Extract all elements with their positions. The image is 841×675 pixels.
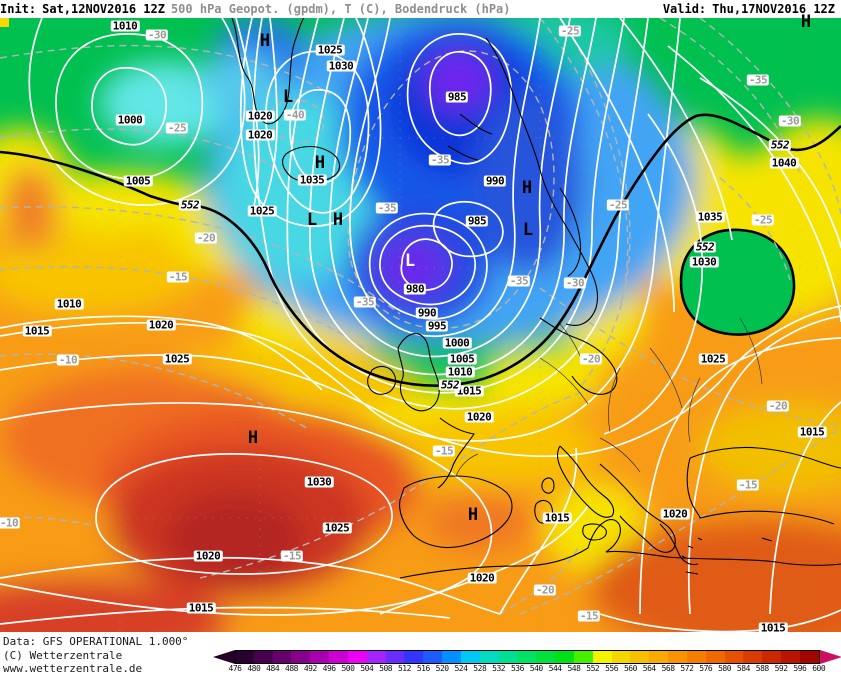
colorbar-tick-label: 476 (228, 664, 242, 673)
colorbar-cell (611, 650, 632, 664)
colorbar-cell (536, 650, 557, 664)
title-bar: Init: Sat,12NOV2016 12Z 500 hPa Geopot. … (0, 0, 841, 18)
data-source-line: Data: GFS OPERATIONAL 1.000° (3, 635, 189, 648)
init-label: Init: (0, 2, 37, 16)
colorbar-cell (347, 650, 368, 664)
colorbar-tick-label: 548 (567, 664, 581, 673)
colorbar-cell (310, 650, 331, 664)
colorbar-tick-label: 492 (303, 664, 317, 673)
colorbar-right-arrow (819, 650, 841, 664)
colorbar-tick-label: 508 (379, 664, 393, 673)
colorbar-tick-label: 552 (586, 664, 600, 673)
colorbar-cell (799, 650, 820, 664)
colorbar-cell (460, 650, 481, 664)
colorbar-tick-label: 540 (529, 664, 543, 673)
colorbar-tick-label: 568 (661, 664, 675, 673)
colorbar-tick-label: 576 (699, 664, 713, 673)
colorbar-cell (291, 650, 312, 664)
colorbar-tick-label: 500 (341, 664, 355, 673)
colorbar-tick-label: 532 (492, 664, 506, 673)
colorbar-tick-label: 536 (510, 664, 524, 673)
colorbar-tick-label: 504 (360, 664, 374, 673)
colorbar-cell (404, 650, 425, 664)
colorbar-tick-label: 560 (623, 664, 637, 673)
geopotential-552-closed-cell (679, 228, 796, 336)
colorbar-tick-label: 572 (680, 664, 694, 673)
weather-map (0, 18, 841, 633)
colorbar-tick-label: 516 (416, 664, 430, 673)
colorbar-cell (762, 650, 783, 664)
colorbar-tick-label: 592 (774, 664, 788, 673)
colorbar-tick-label: 484 (266, 664, 280, 673)
colorbar-cell (743, 650, 764, 664)
colorbar: 476 480 484 488 492 496 500 504 508 512 516 520 524 5… (212, 650, 841, 675)
valid-datetime: Thu,17NOV2016 12Z (712, 2, 835, 16)
colorbar-tick-label: 596 (793, 664, 807, 673)
colorbar-cell (705, 650, 726, 664)
colorbar-tick-label: 480 (247, 664, 261, 673)
colorbar-tick-label: 580 (718, 664, 732, 673)
graticule (0, 18, 841, 632)
colorbar-cell (686, 650, 707, 664)
colorbar-tick-label: 600 (812, 664, 826, 673)
colorbar-tick-label: 528 (473, 664, 487, 673)
chart-subtitle: 500 hPa Geopot. (gpdm), T (C), Bodendruc… (170, 2, 511, 16)
colorbar-cell (235, 650, 256, 664)
colorbar-tick-label: 588 (755, 664, 769, 673)
colorbar-cell (630, 650, 651, 664)
colorbar-cell (442, 650, 462, 664)
colorbar-cell (724, 650, 745, 664)
website-line: www.wetterzentrale.de (3, 662, 143, 675)
colorbar-tick-label: 496 (322, 664, 336, 673)
colorbar-tick-label: 488 (285, 664, 298, 673)
colorbar-tick-label: 584 (736, 664, 750, 673)
colorbar-cell (366, 650, 387, 664)
colorbar-cell (253, 650, 274, 664)
colorbar-cell (479, 650, 500, 664)
colorbar-cell (555, 650, 575, 664)
colorbar-tick-label: 512 (397, 664, 411, 673)
colorbar-left-arrow (213, 650, 235, 664)
colorbar-cell (517, 650, 538, 664)
colorbar-cell (781, 650, 801, 664)
colorbar-tick-label: 556 (605, 664, 619, 673)
colorbar-cell (668, 650, 688, 664)
colorbar-cell (592, 650, 613, 664)
colorbar-cell (649, 650, 670, 664)
init-datetime: Sat,12NOV2016 12Z (42, 2, 165, 16)
colorbar-tick-label: 520 (435, 664, 449, 673)
colorbar-cell (385, 650, 406, 664)
colorbar-cell (272, 650, 293, 664)
colorbar-tick-label: 524 (454, 664, 468, 673)
colorbar-cell (573, 650, 594, 664)
colorbar-cell (329, 650, 349, 664)
colorbar-tick-label: 544 (548, 664, 562, 673)
colorbar-cell (498, 650, 519, 664)
country-borders (455, 317, 763, 477)
colorbar-cell (423, 650, 444, 664)
geopotential-fill-layer (0, 18, 841, 632)
copyright-line: (C) Wetterzentrale (3, 649, 123, 662)
colorbar-tick-label: 564 (642, 664, 656, 673)
valid-label: Valid: (662, 2, 707, 16)
